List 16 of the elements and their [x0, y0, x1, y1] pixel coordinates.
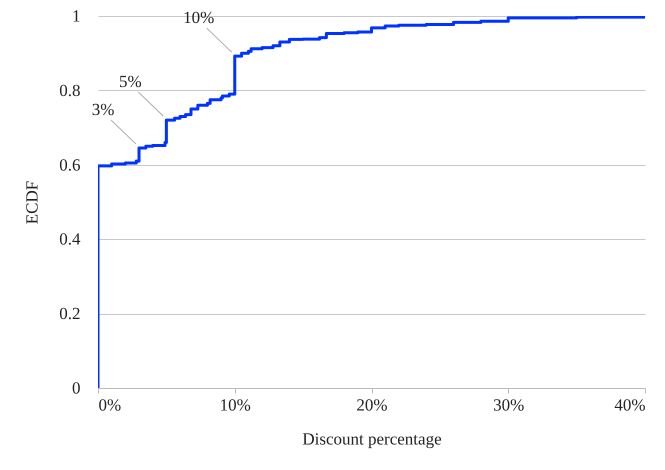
y-tick-label: 0.2	[59, 304, 80, 324]
y-axis-title: ECDF	[22, 180, 42, 224]
y-tick-label: 0.6	[59, 155, 80, 174]
x-tick-label: 30%	[493, 396, 524, 414]
annotation: 3%	[92, 100, 114, 120]
y-tick-label: 0.4	[59, 230, 81, 249]
annotation: 5%	[119, 72, 142, 92]
y-tick-label: 0.8	[59, 80, 80, 100]
x-tick-label: 40%	[614, 396, 646, 414]
x-tick-label: 0%	[98, 396, 122, 414]
x-tick-label: 20%	[356, 396, 388, 414]
y-tick-label: 0	[72, 378, 80, 398]
y-tick-label: 1	[72, 6, 80, 26]
x-axis-title: Discount percentage	[302, 430, 442, 448]
annotation: 10%	[183, 8, 214, 28]
x-tick-label: 10%	[220, 396, 251, 414]
